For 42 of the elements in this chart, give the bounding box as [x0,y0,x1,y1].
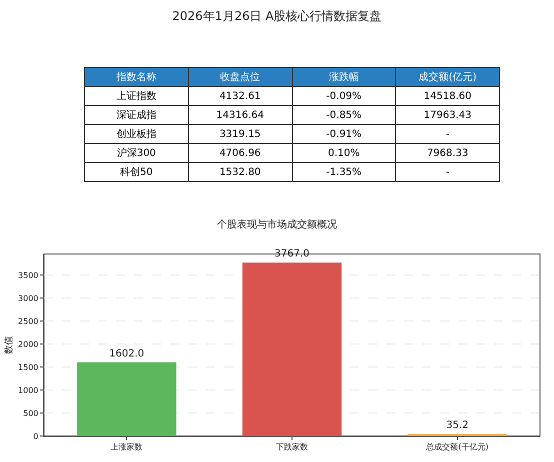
chart-title: 个股表现与市场成交额概况 [217,218,337,230]
y-tick-label: 3000 [18,294,38,303]
text: 14316.64 [216,110,264,120]
category-label: 收盘点位 [188,68,292,86]
text: 7968.33 [426,148,468,158]
category-label: 创业板指 [116,129,156,140]
text: 17963.43 [424,110,472,120]
text: -1.35% [326,166,362,178]
category-label: 深证成指 [116,110,156,121]
bar [77,362,176,436]
data-label: 1602.0 [109,348,144,360]
y-tick-label: 2500 [18,316,38,326]
text: 3319.15 [219,128,261,140]
text: 2026年1月26日 A股核心行情数据复盘 [171,8,383,25]
x-tick-label: 总成交额(千亿元) [425,442,488,452]
text: 0.10% [328,148,360,158]
y-tick-label: 3500 [18,270,38,280]
bar [242,262,342,436]
category-label: 科创50 [120,167,153,178]
text: 4132.61 [219,90,261,102]
text: - [446,166,450,178]
text: -0.09% [326,90,362,102]
y-tick-label: 500 [23,408,38,418]
text: 指数名称 [84,68,188,86]
category-label: 涨跌幅 [292,68,396,86]
x-tick-label: 上涨家数 [110,442,143,452]
text: -0.91% [326,128,362,140]
text: 14518.60 [424,90,472,102]
text: 1532.80 [219,166,261,178]
data-label: 35.2 [446,420,468,431]
x-tick-label: 下跌家数 [276,442,308,452]
y-tick-label: 1500 [18,362,38,372]
text: 4706.96 [219,148,261,158]
y-tick-label: 2000 [18,340,38,349]
y-tick-label: 0 [33,432,38,441]
y-axis-title: 数值 [3,336,14,354]
y-tick-label: 1000 [18,386,38,395]
text: - [446,128,450,140]
category-label: 上证指数 [116,91,156,102]
category-label: 沪深300 [116,148,156,159]
category-label: 成交额(亿元) [396,68,500,86]
text: -0.85% [326,110,362,120]
